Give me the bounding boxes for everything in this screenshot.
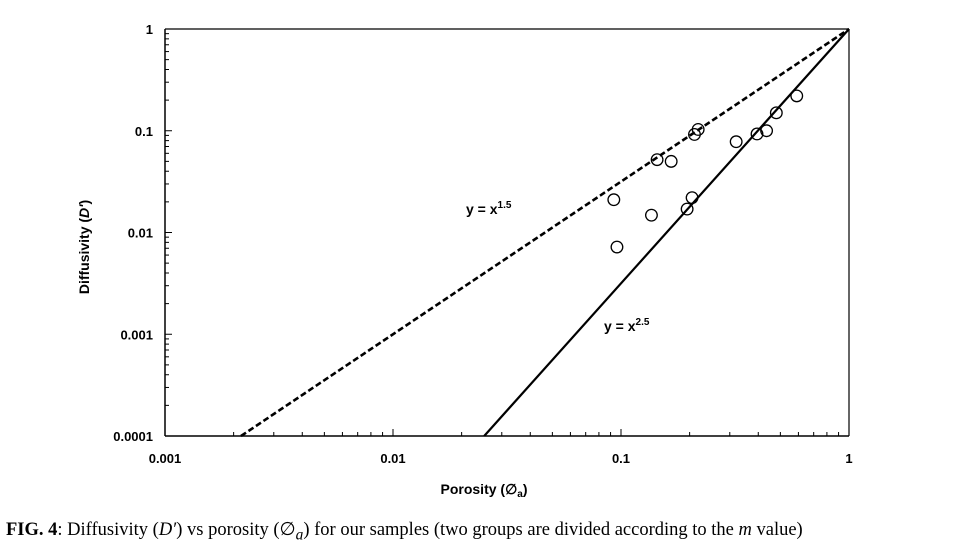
data-point — [610, 240, 624, 254]
figure-caption: FIG. 4: Diffusivity (D′) vs porosity (∅a… — [6, 519, 956, 545]
data-point — [750, 127, 764, 141]
equation-label-2-5: y = x2.5 — [604, 317, 650, 334]
caption-text-3: ) for our samples (two groups are divide… — [303, 520, 739, 540]
equation-label-1-5: y = x1.5 — [466, 200, 512, 217]
caption-text-2: ) vs porosity ( — [176, 520, 280, 540]
y-tick-label: 0.0001 — [113, 429, 153, 444]
data-point — [729, 135, 743, 149]
data-point — [769, 106, 783, 120]
x-tick-label: 0.01 — [380, 451, 405, 466]
caption-text-1: : Diffusivity ( — [57, 520, 159, 540]
y-tick-label: 0.001 — [120, 327, 153, 342]
y-tick-label: 1 — [146, 22, 153, 37]
data-point — [760, 124, 774, 138]
caption-d-prime: D′ — [158, 520, 177, 540]
data-point — [680, 202, 694, 216]
power-law-lines — [240, 27, 850, 438]
diffusivity-porosity-chart: 0.001 0.01 0.1 1 0.0001 0.001 0.01 0.1 1 y = x1.… — [76, 22, 853, 500]
x-axis-title: Porosity (∅a) — [441, 481, 528, 500]
x-tick-label: 0.001 — [149, 451, 182, 466]
data-point — [664, 154, 678, 168]
power-law-line-2-5 — [483, 28, 850, 437]
tick-labels: 0.001 0.01 0.1 1 0.0001 0.001 0.01 0.1 1 — [113, 22, 852, 466]
caption-phi-sub: a — [295, 526, 304, 544]
caption-phi: ∅ — [279, 520, 296, 540]
y-tick-label: 0.01 — [128, 226, 153, 241]
caption-m: m — [738, 520, 752, 540]
axis-ticks — [164, 33, 840, 437]
data-point — [644, 208, 658, 222]
figure-label: FIG. 4 — [6, 520, 58, 540]
power-law-line-1-5 — [240, 27, 850, 438]
y-tick-label: 0.1 — [135, 124, 153, 139]
data-point — [691, 122, 705, 136]
plot-frame — [164, 28, 850, 437]
data-point — [650, 153, 664, 167]
data-point — [685, 191, 699, 205]
data-point — [607, 193, 621, 207]
data-points — [607, 89, 804, 254]
y-axis-title: Diffusivity (D') — [76, 200, 92, 294]
data-point — [790, 89, 804, 103]
x-tick-label: 1 — [845, 451, 852, 466]
x-tick-label: 0.1 — [612, 451, 630, 466]
caption-text-4: value) — [751, 520, 803, 540]
